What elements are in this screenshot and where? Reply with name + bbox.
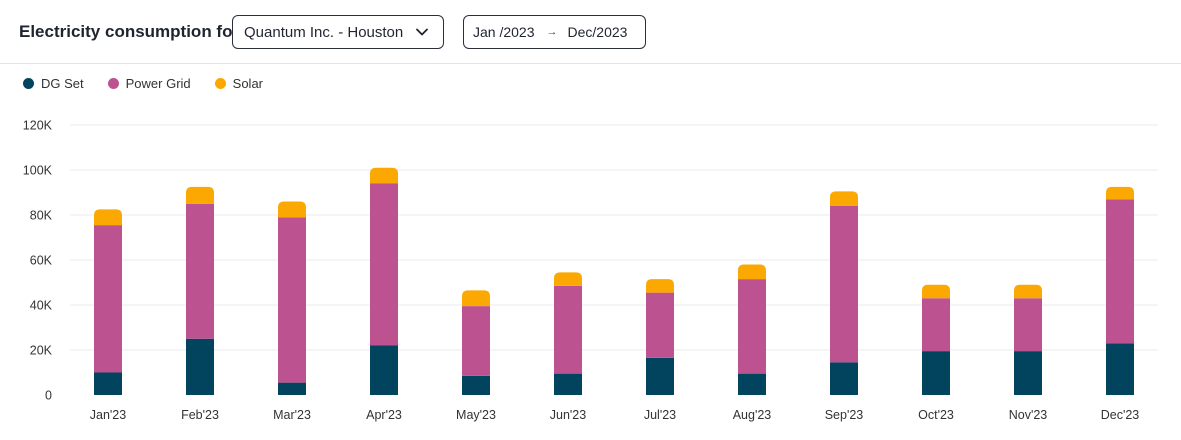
bar-segment-power-grid — [94, 225, 122, 373]
y-tick-label: 80K — [30, 209, 53, 223]
date-end: Dec/2023 — [567, 24, 628, 40]
legend-dot-power-grid — [107, 78, 119, 89]
bar-segment-power-grid — [1106, 199, 1134, 344]
bar-segment-solar — [1106, 186, 1134, 200]
legend-item-solar[interactable]: Solar — [214, 76, 264, 91]
bar-segment-solar — [370, 167, 398, 184]
x-tick-label: Mar'23 — [273, 408, 311, 422]
bar-segment-power-grid — [370, 183, 398, 346]
bar-segment-dg-set — [922, 351, 950, 395]
page-title: Electricity consumption for — [19, 22, 240, 41]
x-tick-label: Dec'23 — [1101, 408, 1140, 422]
bar-segment-solar — [830, 191, 858, 206]
y-tick-label: 120K — [23, 119, 53, 133]
bar-segment-power-grid — [186, 203, 214, 339]
bar-segment-power-grid — [922, 298, 950, 352]
y-tick-label: 100K — [23, 164, 53, 178]
company-select[interactable]: Quantum Inc. - Houston — [232, 15, 444, 49]
bar-segment-dg-set — [738, 373, 766, 395]
bar-segment-power-grid — [646, 292, 674, 358]
x-tick-label: Sep'23 — [825, 408, 864, 422]
y-tick-label: 40K — [30, 299, 53, 313]
chevron-down-icon — [416, 28, 428, 36]
legend-label-power-grid: Power Grid — [125, 76, 191, 91]
x-tick-label: Jan'23 — [90, 408, 126, 422]
bar-segment-solar — [278, 201, 306, 218]
legend-label-solar: Solar — [232, 76, 264, 91]
bar-segment-power-grid — [738, 279, 766, 374]
bar-segment-power-grid — [462, 306, 490, 376]
bar-segment-power-grid — [554, 285, 582, 374]
bar-segment-solar — [738, 264, 766, 280]
bar-segment-solar — [922, 284, 950, 299]
bar-segment-dg-set — [554, 373, 582, 395]
chart-legend: DG Set Power Grid Solar — [23, 76, 287, 91]
bar-segment-dg-set — [830, 362, 858, 395]
bar-segment-dg-set — [462, 375, 490, 395]
company-select-value: Quantum Inc. - Houston — [244, 23, 404, 41]
y-tick-label: 60K — [30, 254, 53, 268]
legend-item-dg-set[interactable]: DG Set — [23, 76, 84, 91]
bar-segment-dg-set — [278, 382, 306, 395]
bar-segment-dg-set — [370, 345, 398, 395]
legend-dot-solar — [214, 78, 226, 89]
bar-segment-solar — [186, 186, 214, 204]
legend-dot-dg-set — [23, 78, 34, 89]
x-tick-label: Nov'23 — [1009, 408, 1048, 422]
bar-segment-solar — [94, 209, 122, 226]
bar-segment-dg-set — [646, 357, 674, 395]
x-tick-label: Aug'23 — [733, 408, 772, 422]
x-tick-label: May'23 — [456, 408, 496, 422]
bar-segment-solar — [554, 272, 582, 286]
bar-segment-dg-set — [186, 338, 214, 395]
bar-segment-power-grid — [1014, 298, 1042, 352]
legend-item-power-grid[interactable]: Power Grid — [107, 76, 191, 91]
x-tick-label: Jun'23 — [550, 408, 586, 422]
bar-segment-dg-set — [1106, 343, 1134, 395]
bar-segment-solar — [462, 290, 490, 307]
bar-segment-solar — [646, 279, 674, 293]
legend-label-dg-set: DG Set — [41, 76, 84, 91]
x-tick-label: Jul'23 — [644, 408, 676, 422]
bar-segment-solar — [1014, 284, 1042, 299]
bar-segment-dg-set — [1014, 351, 1042, 395]
x-tick-label: Oct'23 — [918, 408, 954, 422]
bar-segment-power-grid — [830, 206, 858, 363]
x-tick-label: Feb'23 — [181, 408, 219, 422]
x-tick-label: Apr'23 — [366, 408, 402, 422]
date-range-picker[interactable]: Jan /2023 → Dec/2023 — [463, 15, 646, 49]
bar-segment-dg-set — [94, 372, 122, 395]
chart-header: Electricity consumption for Quantum Inc.… — [0, 0, 1181, 64]
y-tick-label: 20K — [30, 344, 53, 358]
arrow-right-icon: → — [546, 26, 558, 38]
bar-segment-power-grid — [278, 217, 306, 383]
y-tick-label: 0 — [45, 389, 52, 403]
date-start: Jan /2023 — [473, 24, 535, 40]
